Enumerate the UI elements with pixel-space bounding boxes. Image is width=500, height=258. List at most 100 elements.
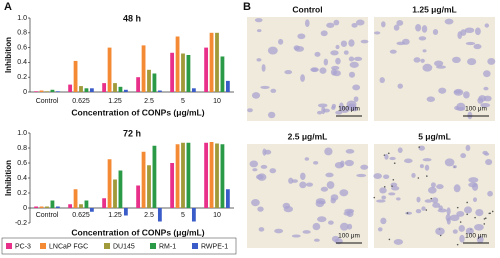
pore xyxy=(456,243,459,246)
cell xyxy=(438,205,443,211)
cell xyxy=(391,186,400,191)
cell xyxy=(274,228,284,234)
cell xyxy=(326,181,335,189)
legend-label: PC-3 xyxy=(15,243,31,250)
bar xyxy=(157,90,162,92)
cell xyxy=(264,149,272,155)
micrograph-title: 5 μg/mL xyxy=(418,131,451,141)
cell xyxy=(422,49,427,53)
cell xyxy=(346,223,353,230)
bar xyxy=(136,185,141,208)
bar xyxy=(157,208,162,222)
bar xyxy=(181,53,185,92)
bar xyxy=(175,36,180,92)
bar xyxy=(225,80,230,92)
bar xyxy=(68,84,73,92)
cell xyxy=(415,209,422,214)
cell xyxy=(389,156,396,161)
x-tick-label: Control xyxy=(36,98,59,105)
bar xyxy=(107,47,112,92)
pore xyxy=(417,177,420,179)
cell xyxy=(330,194,339,201)
cell xyxy=(376,199,386,203)
bar xyxy=(170,52,175,92)
cell xyxy=(351,23,358,28)
chart-title: 48 h xyxy=(123,13,141,23)
cell xyxy=(452,56,461,64)
cell xyxy=(277,38,284,45)
cell xyxy=(317,103,328,108)
x-axis-label: Concentration of CONPs (μg/mL) xyxy=(71,227,204,237)
cell xyxy=(381,21,386,28)
cell xyxy=(257,206,264,212)
cell xyxy=(333,19,340,26)
cell xyxy=(459,234,465,243)
x-tick-label: 5 xyxy=(181,212,185,219)
cell xyxy=(444,158,455,167)
cell xyxy=(426,96,435,102)
cell xyxy=(453,90,462,94)
pore xyxy=(383,186,386,188)
x-tick-label: 5 xyxy=(181,98,185,105)
cell xyxy=(260,164,268,169)
cell xyxy=(421,206,426,211)
cell xyxy=(323,58,329,66)
cell xyxy=(304,157,310,161)
micrograph xyxy=(374,144,495,248)
bar xyxy=(186,142,191,208)
x-tick-label: 0.625 xyxy=(72,98,90,105)
cell xyxy=(435,227,445,236)
legend-swatch xyxy=(150,243,156,249)
cell xyxy=(411,172,416,178)
pore xyxy=(489,212,491,215)
bar xyxy=(141,45,146,92)
cell xyxy=(297,33,306,40)
cell xyxy=(428,186,437,194)
bar xyxy=(136,77,141,92)
cell xyxy=(465,41,476,46)
cell xyxy=(480,103,491,108)
bar xyxy=(175,144,180,208)
scale-bar-label: 100 μm xyxy=(338,233,360,240)
x-tick-label: 2.5 xyxy=(144,212,154,219)
pore xyxy=(474,216,476,219)
cell xyxy=(452,229,458,234)
pore xyxy=(373,196,376,199)
cell xyxy=(346,100,357,109)
cell xyxy=(474,223,484,231)
y-tick-label: 0.2 xyxy=(17,190,27,197)
cell xyxy=(379,187,387,194)
bar xyxy=(220,144,225,208)
cell xyxy=(360,39,369,44)
cell xyxy=(415,24,422,32)
bar xyxy=(191,208,196,222)
bar xyxy=(123,89,128,92)
cell xyxy=(422,63,433,72)
cell xyxy=(485,158,493,166)
cell xyxy=(381,195,387,200)
bar xyxy=(55,91,60,92)
cell xyxy=(445,214,451,222)
cell xyxy=(431,197,439,204)
cell xyxy=(388,192,396,196)
cell xyxy=(326,22,335,28)
bar xyxy=(102,83,107,92)
cell xyxy=(293,45,300,51)
y-tick-label: 0.4 xyxy=(17,175,27,182)
bar xyxy=(50,89,55,92)
legend-swatch xyxy=(6,243,12,249)
pore xyxy=(483,223,486,225)
cell xyxy=(484,23,490,28)
scale-bar-label: 100 μm xyxy=(465,106,487,113)
bar xyxy=(204,142,209,208)
cell xyxy=(380,217,387,225)
x-tick-label: 1.25 xyxy=(108,98,122,105)
y-tick-label: 0.2 xyxy=(17,74,27,81)
legend-label: RM-1 xyxy=(159,243,176,250)
pore xyxy=(491,210,494,213)
cell xyxy=(299,181,307,189)
cell xyxy=(397,83,403,89)
y-tick-label: -0.2 xyxy=(15,220,27,227)
cell xyxy=(345,149,355,154)
